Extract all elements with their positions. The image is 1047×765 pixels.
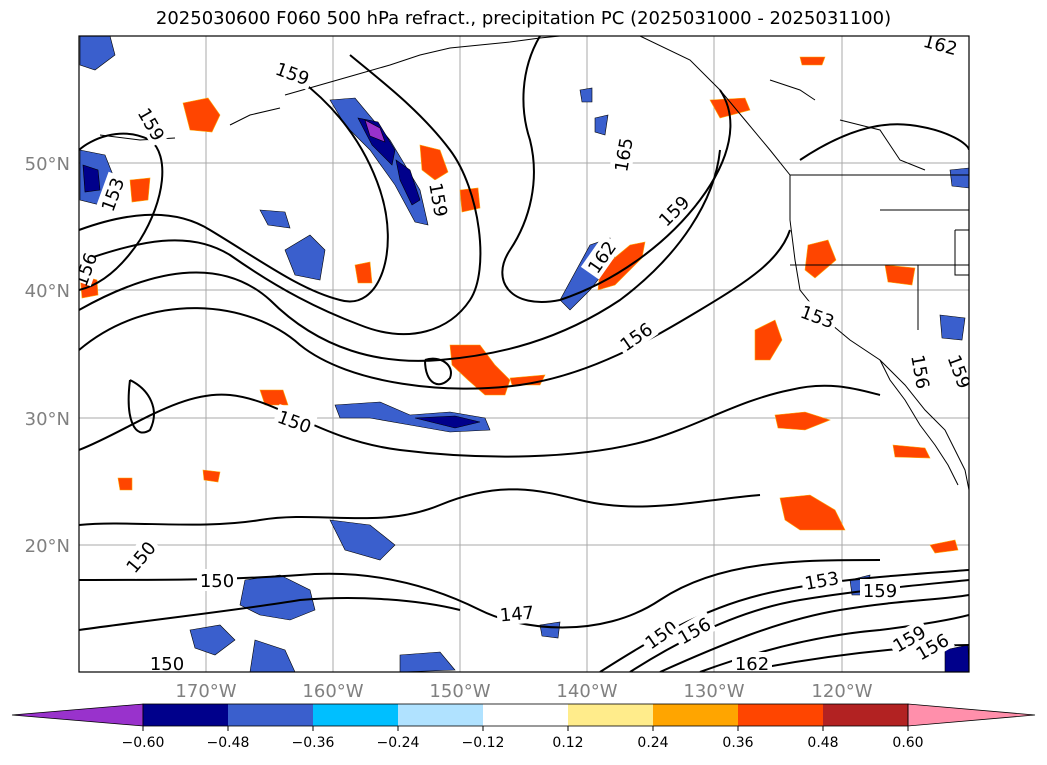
colorbar: −0.60 −0.48 −0.36 −0.24 −0.12 0.12 0.24 0.36 0.4…	[11, 703, 1036, 751]
colorbar-segment	[653, 704, 738, 726]
colorbar-segment	[483, 704, 568, 726]
contour-label: 150	[150, 654, 184, 675]
colorbar-segment	[738, 704, 823, 726]
colorbar-frame	[142, 703, 909, 727]
lat-label: 30°N	[25, 409, 70, 430]
lon-label: 130°W	[683, 681, 744, 702]
colorbar-segment	[398, 704, 483, 726]
colorbar-tick-label: −0.60	[122, 735, 165, 751]
lat-label: 20°N	[25, 536, 70, 557]
lon-label: 120°W	[811, 681, 872, 702]
colorbar-tick-label: 0.60	[892, 735, 923, 751]
lat-label: 50°N	[25, 154, 70, 175]
colorbar-tick-label: −0.24	[377, 735, 420, 751]
map-title: 2025030600 F060 500 hPa refract., precip…	[155, 8, 892, 29]
lon-label: 160°W	[302, 681, 363, 702]
colorbar-tick-label: 0.36	[722, 735, 753, 751]
lat-label: 40°N	[25, 281, 70, 302]
colorbar-tick-label: 0.24	[637, 735, 668, 751]
colorbar-tick-label: −0.12	[462, 735, 505, 751]
colorbar-tick-label: −0.36	[292, 735, 335, 751]
colorbar-tick-label: 0.12	[552, 735, 583, 751]
contour-label: 147	[499, 603, 535, 627]
contour-label: 150	[200, 571, 234, 592]
lon-label: 170°W	[175, 681, 236, 702]
longitude-labels: 170°W 160°W 150°W 140°W 130°W 120°W	[175, 681, 872, 702]
lon-label: 140°W	[556, 681, 617, 702]
colorbar-extend-high	[907, 703, 1036, 727]
colorbar-extend-low	[11, 703, 144, 727]
colorbar-tick-label: −0.48	[207, 735, 250, 751]
colorbar-segment	[823, 704, 908, 726]
precip-positive-areas	[79, 56, 959, 554]
map-panel	[79, 36, 969, 672]
latitude-labels: 50°N 40°N 30°N 20°N	[25, 154, 70, 557]
colorbar-segment	[568, 704, 653, 726]
colorbar-segment	[313, 704, 398, 726]
lon-label: 150°W	[429, 681, 490, 702]
colorbar-segment	[143, 704, 228, 726]
contour-label: 159	[863, 581, 897, 602]
colorbar-segment	[228, 704, 313, 726]
map-frame	[78, 35, 970, 673]
contour-label: 162	[735, 654, 769, 675]
colorbar-tick-label: 0.48	[807, 735, 838, 751]
coastlines	[99, 36, 969, 491]
